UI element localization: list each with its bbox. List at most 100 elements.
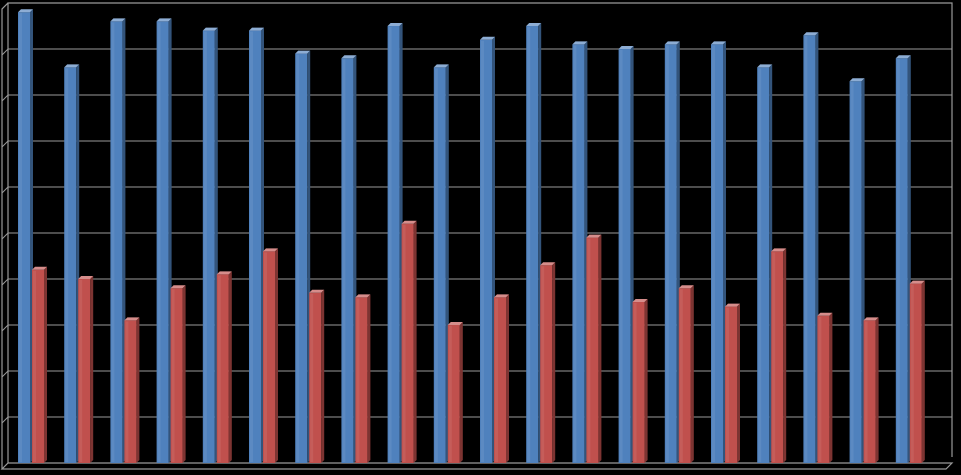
bar-top (586, 234, 602, 238)
bar-top (32, 266, 47, 270)
bar-series-2 (817, 312, 833, 463)
bar-highlight (125, 321, 129, 462)
bar-series-2 (725, 303, 740, 463)
gridline-side (1, 2, 9, 10)
bar-top (78, 276, 94, 279)
bar-highlight (79, 280, 83, 462)
bar-series-1 (664, 41, 680, 464)
bar-top (110, 18, 126, 22)
bar-highlight (33, 270, 36, 462)
bar-highlight (264, 252, 267, 462)
bar-series-2 (78, 276, 94, 463)
bar-highlight (864, 321, 868, 462)
bar-series-1 (895, 55, 911, 463)
gridline-side (1, 186, 9, 194)
bar-side (783, 248, 787, 463)
bar-top (863, 317, 879, 321)
bar-series-2 (401, 220, 417, 463)
bar-series-1 (618, 46, 634, 463)
bar-top (678, 285, 694, 289)
bar-side (413, 220, 417, 463)
bar-side (875, 317, 879, 463)
bar-top (540, 262, 556, 266)
bar-series-1 (433, 64, 449, 464)
bar-side (275, 248, 278, 463)
bar-highlight (402, 224, 406, 462)
bar-side (829, 312, 833, 463)
bar-series-2 (309, 289, 325, 463)
bar-highlight (541, 266, 545, 462)
bar-highlight (527, 27, 531, 462)
bar-top (618, 46, 634, 49)
bar-highlight (758, 68, 762, 463)
bar-top (249, 27, 264, 31)
bar-highlight (388, 27, 392, 462)
bar-side (506, 294, 509, 463)
bar-side (921, 280, 925, 463)
bar-series-1 (387, 23, 403, 463)
bar-highlight (850, 82, 854, 462)
bar-series-2 (124, 317, 140, 463)
bar-highlight (587, 238, 591, 462)
bar-top (817, 312, 833, 316)
bar-top (803, 32, 819, 36)
bar-side (552, 262, 556, 463)
bar-top (341, 55, 357, 59)
bar-top (156, 18, 172, 22)
bar-side (690, 285, 694, 463)
bar-top (447, 322, 463, 325)
bar-highlight (481, 40, 484, 463)
bar-top (18, 9, 33, 13)
bar-series-2 (216, 271, 232, 463)
bar-top (64, 64, 80, 68)
bar-top (480, 36, 495, 40)
bar-top (124, 317, 140, 321)
gridline-side (1, 140, 9, 148)
bar-side (44, 266, 47, 463)
gridline-side (1, 278, 9, 286)
bar-series-1 (803, 32, 819, 463)
gridline-side (1, 48, 9, 56)
bar-top (309, 289, 325, 293)
bar-series-2 (447, 322, 463, 463)
floor (0, 462, 954, 470)
bar-highlight (171, 289, 175, 462)
bar-side (459, 322, 463, 463)
bar-series-1 (156, 18, 172, 464)
bar-top (757, 64, 773, 68)
gridline-side (1, 232, 9, 240)
bar-series-2 (771, 248, 787, 463)
bar-top (433, 64, 449, 68)
gridline-side (1, 370, 9, 378)
bar-side (321, 289, 325, 463)
bar-highlight (217, 275, 221, 462)
bar-highlight (310, 293, 314, 462)
bar-highlight (665, 45, 669, 463)
bar-series-2 (632, 299, 648, 463)
bar-series-2 (540, 262, 556, 463)
bars (18, 9, 925, 464)
bar-top (711, 41, 726, 45)
bar-highlight (157, 22, 161, 463)
bar-highlight (65, 68, 69, 463)
bar-series-1 (526, 23, 542, 463)
bar-series-1 (18, 9, 33, 463)
bar-top (895, 55, 911, 59)
bar-highlight (203, 31, 207, 462)
bar-top (170, 285, 186, 289)
bar-series-1 (757, 64, 773, 464)
gridline-side (1, 94, 9, 102)
bar-series-2 (263, 248, 278, 463)
bar-highlight (573, 45, 577, 463)
bar-highlight (633, 303, 637, 462)
bar-highlight (342, 59, 346, 462)
bar-series-1 (341, 55, 357, 463)
bar-side (90, 276, 94, 463)
bar-side (737, 303, 740, 463)
bar-side (367, 294, 371, 463)
bar-series-1 (711, 41, 726, 464)
bar-series-2 (678, 285, 694, 463)
bar-highlight (619, 50, 623, 462)
